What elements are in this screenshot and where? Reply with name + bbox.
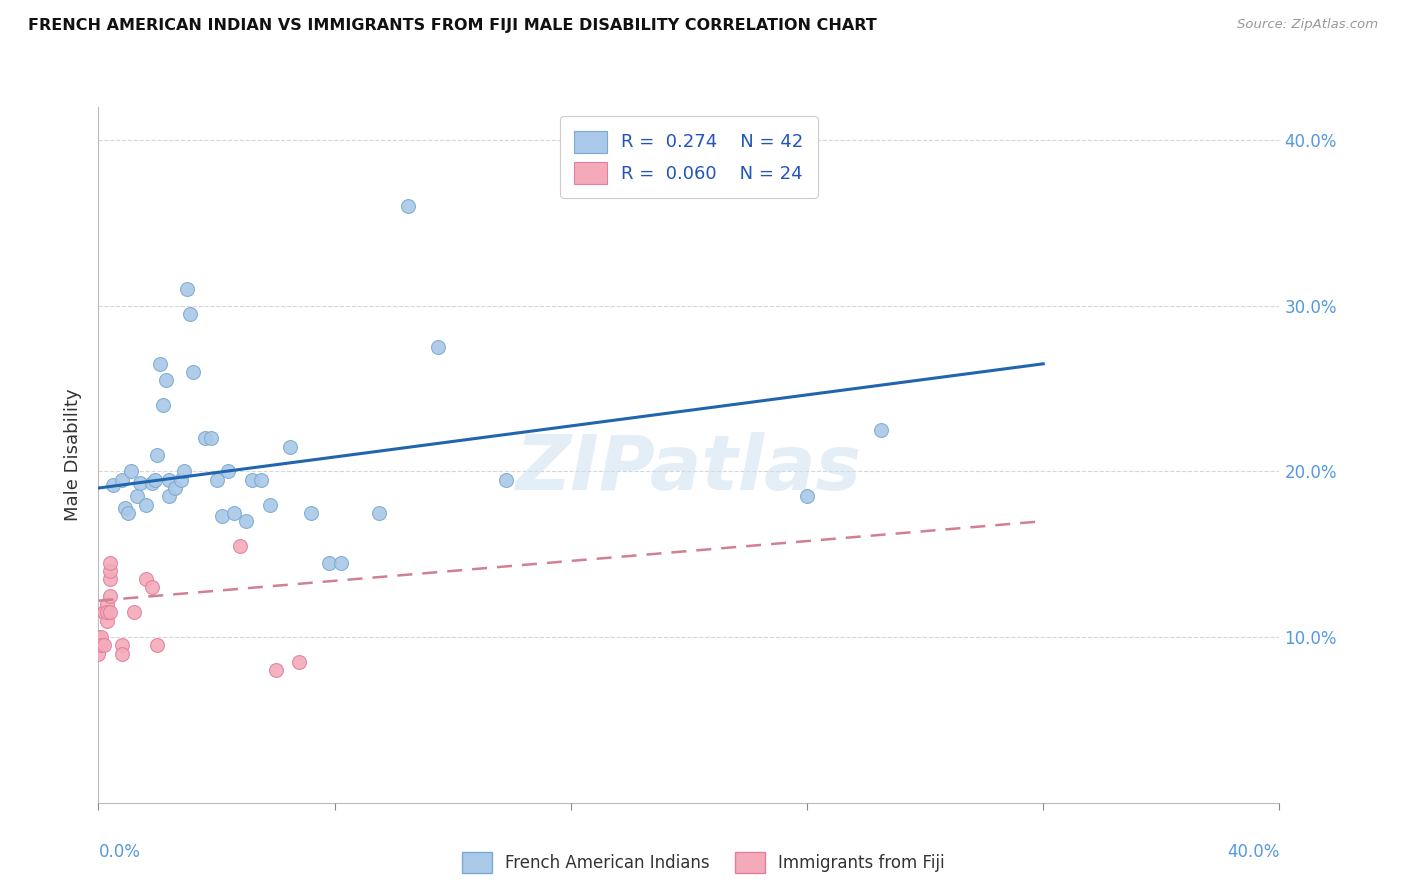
Point [98,605,121,619]
Point [135,572,157,586]
Point [229,539,252,553]
Point [98,589,121,603]
Point [87,630,110,644]
Point [103,477,125,491]
Point [217,465,239,479]
Legend: French American Indians, Immigrants from Fiji: French American Indians, Immigrants from… [456,846,950,880]
Point [117,506,139,520]
Point [146,448,169,462]
Point [111,639,134,653]
Point [235,514,257,528]
Point [98,564,121,578]
Point [179,307,201,321]
Point [93,639,115,653]
Point [224,506,246,520]
Text: Source: ZipAtlas.com: Source: ZipAtlas.com [1237,18,1378,31]
Point [259,498,281,512]
Point [155,373,177,387]
Point [329,556,352,570]
Point [157,489,180,503]
Point [368,506,391,520]
Point [135,498,157,512]
Point [152,398,174,412]
Point [170,473,193,487]
Point [93,605,115,619]
Text: FRENCH AMERICAN INDIAN VS IMMIGRANTS FROM FIJI MALE DISABILITY CORRELATION CHART: FRENCH AMERICAN INDIAN VS IMMIGRANTS FRO… [28,18,877,33]
Point [176,282,198,296]
Point [278,440,302,454]
Point [318,556,340,570]
Point [120,465,142,479]
Point [114,500,136,515]
Point [141,476,163,491]
Point [396,199,419,213]
Point [149,357,172,371]
Point [143,473,166,487]
Point [122,605,145,619]
Point [299,506,322,520]
Point [90,630,112,644]
Point [194,431,217,445]
Point [796,489,818,503]
Point [288,655,311,669]
Point [264,663,287,677]
Point [96,614,118,628]
Point [869,423,891,437]
Point [495,473,517,487]
Point [90,639,112,653]
Point [96,597,118,611]
Point [427,340,450,354]
Point [111,647,134,661]
Point [98,556,121,570]
Point [98,572,121,586]
Point [181,365,204,379]
Text: ZIPatlas: ZIPatlas [516,432,862,506]
Point [146,639,169,653]
Point [93,605,115,619]
Point [240,473,263,487]
Point [205,473,228,487]
Point [200,431,222,445]
Point [173,465,195,479]
Y-axis label: Male Disability: Male Disability [65,389,83,521]
Point [211,509,233,524]
Point [87,647,110,661]
Point [125,489,148,503]
Point [96,605,118,619]
Text: 0.0%: 0.0% [98,843,141,861]
Point [128,476,150,491]
Point [157,473,180,487]
Point [165,481,187,495]
Legend: R =  0.274    N = 42, R =  0.060    N = 24: R = 0.274 N = 42, R = 0.060 N = 24 [560,116,818,198]
Point [111,473,134,487]
Point [141,581,163,595]
Point [250,473,273,487]
Text: 40.0%: 40.0% [1227,843,1279,861]
